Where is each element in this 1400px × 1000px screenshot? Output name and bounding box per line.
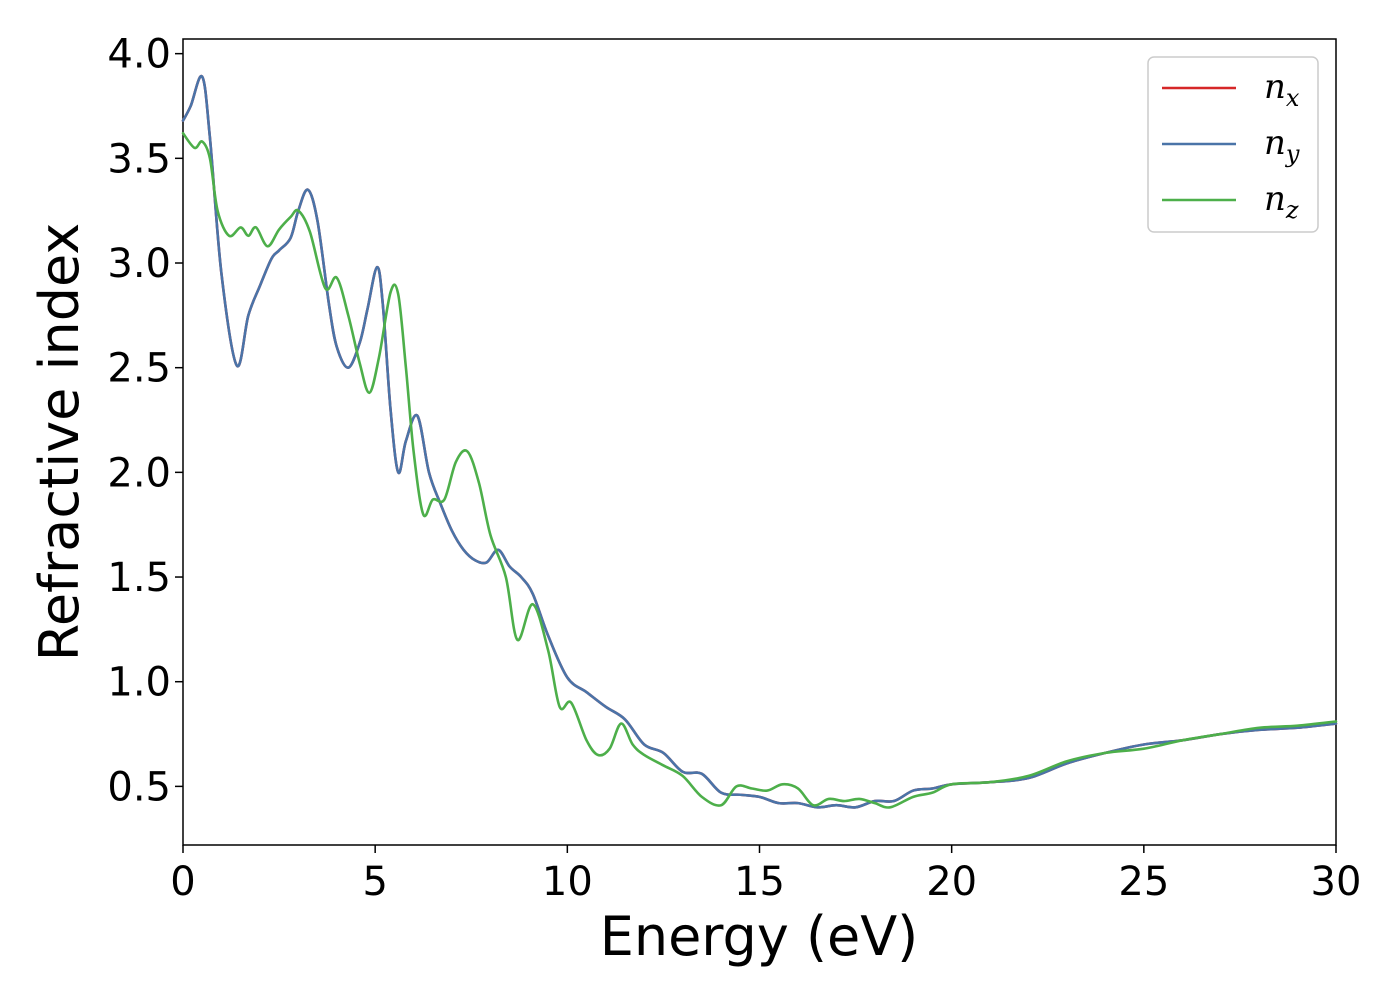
x-tick-label: 15 bbox=[734, 859, 785, 905]
series-line-n-y bbox=[181, 74, 1338, 809]
legend: nx ny nz bbox=[1147, 56, 1319, 233]
y-axis-title: Refractive index bbox=[28, 223, 91, 662]
plot-area bbox=[182, 38, 1337, 846]
y-tick-label: 3.0 bbox=[107, 241, 171, 287]
y-tick-label: 0.5 bbox=[107, 764, 171, 810]
ticks-layer: 0 5 10 15 20 25 30 0.5 1.0 1.5 2.0 2.5 3.0 3.5 4.0 bbox=[107, 32, 1361, 905]
x-tick-label: 0 bbox=[170, 859, 195, 905]
x-tick-label: 5 bbox=[362, 859, 387, 905]
y-tick-label: 2.0 bbox=[107, 450, 171, 496]
y-tick-label: 1.5 bbox=[107, 555, 171, 601]
y-tick-label: 2.5 bbox=[107, 346, 171, 392]
legend-label-n-y: ny bbox=[1264, 123, 1300, 168]
x-tick-label: 10 bbox=[542, 859, 593, 905]
series-line-n-z bbox=[181, 131, 1338, 809]
legend-label-n-z: nz bbox=[1264, 179, 1299, 224]
x-tick-label: 30 bbox=[1311, 859, 1362, 905]
x-axis-title: Energy (eV) bbox=[600, 905, 919, 968]
series-layer bbox=[181, 74, 1338, 809]
y-tick-label: 3.5 bbox=[107, 136, 171, 182]
x-tick-label: 25 bbox=[1118, 859, 1169, 905]
x-tick-label: 20 bbox=[926, 859, 977, 905]
legend-label-n-x: nx bbox=[1264, 67, 1300, 112]
y-tick-label: 1.0 bbox=[107, 660, 171, 706]
y-tick-label: 4.0 bbox=[107, 32, 171, 78]
